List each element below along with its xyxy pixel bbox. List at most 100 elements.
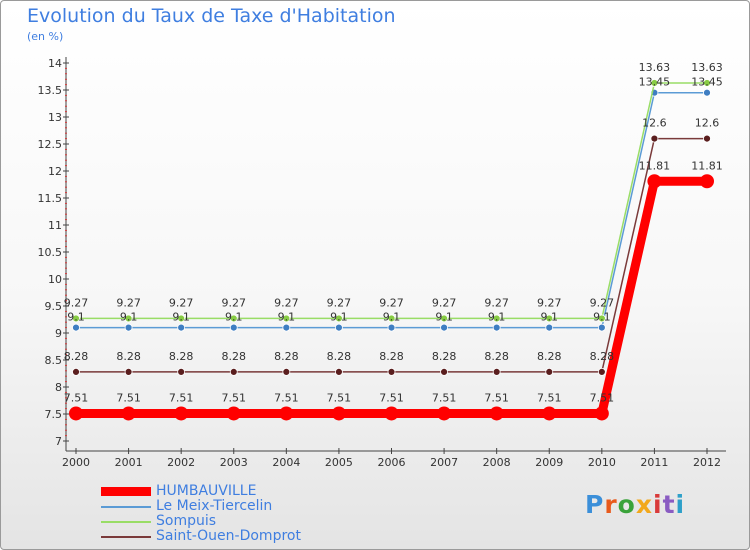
x-tick-label: 2000 <box>62 456 90 469</box>
data-point-saint-ouen-domprot <box>440 367 448 376</box>
data-label-le-meix-tiercelin: 9.1 <box>120 311 138 324</box>
data-point-sompuis <box>124 314 133 323</box>
data-point-le-meix-tiercelin <box>72 323 80 332</box>
data-label-sompuis: 9.27 <box>432 296 457 309</box>
brand-letter: i <box>675 490 686 519</box>
chart-title: Evolution du Taux de Taxe d'Habitation <box>27 5 396 27</box>
data-label-humbauville: 7.51 <box>169 391 194 404</box>
data-label-sompuis: 9.27 <box>379 296 404 309</box>
legend-label: Sompuis <box>156 513 217 529</box>
data-point-le-meix-tiercelin <box>440 323 448 332</box>
data-label-le-meix-tiercelin: 9.1 <box>383 311 401 324</box>
data-label-humbauville: 7.51 <box>64 391 89 404</box>
brand-letter: x <box>635 490 653 519</box>
data-label-sompuis: 13.63 <box>691 61 723 74</box>
data-point-sompuis <box>545 314 554 323</box>
legend-label: Saint-Ouen-Domprot <box>156 528 301 544</box>
brand-letter: r <box>604 490 618 519</box>
brand-letter: t <box>662 490 676 519</box>
chart-axes: 7 7.5 8 8.5 9 9.5 10 10.5 11 11.5 12 12.5 13 13.5 14 20… <box>38 57 726 469</box>
data-label-le-meix-tiercelin: 9.1 <box>593 311 611 324</box>
data-point-sompuis <box>492 314 501 323</box>
data-point-sompuis <box>440 314 448 323</box>
data-label-humbauville: 7.51 <box>484 391 509 404</box>
data-label-saint-ouen-domprot: 12.6 <box>642 117 667 130</box>
data-point-le-meix-tiercelin <box>335 323 343 332</box>
data-point-humbauville <box>437 406 452 421</box>
data-point-le-meix-tiercelin <box>229 323 238 332</box>
data-point-saint-ouen-domprot <box>335 367 343 376</box>
data-label-le-meix-tiercelin: 9.1 <box>225 311 243 324</box>
data-point-saint-ouen-domprot <box>703 134 711 143</box>
y-tick-label: 7 <box>55 435 62 448</box>
data-point-sompuis <box>282 314 291 323</box>
x-tick-label: 2005 <box>325 456 353 469</box>
data-point-sompuis <box>597 314 606 323</box>
data-label-saint-ouen-domprot: 8.28 <box>327 350 352 363</box>
data-point-humbauville <box>384 406 399 421</box>
data-label-le-meix-tiercelin: 13.45 <box>691 76 723 89</box>
data-label-humbauville: 11.81 <box>639 159 671 172</box>
y-tick-label: 13 <box>48 111 62 124</box>
y-tick-label: 11 <box>48 219 62 232</box>
data-point-saint-ouen-domprot <box>282 367 291 376</box>
y-tick-label: 14 <box>48 57 62 70</box>
y-tick-label: 8 <box>55 381 62 394</box>
y-tick-label: 12 <box>48 165 62 178</box>
data-point-humbauville <box>226 406 241 421</box>
data-point-le-meix-tiercelin <box>492 323 501 332</box>
data-point-le-meix-tiercelin <box>387 323 396 332</box>
data-label-saint-ouen-domprot: 8.28 <box>274 350 299 363</box>
x-tick-label: 2011 <box>640 456 668 469</box>
y-tick-label: 10.5 <box>38 246 63 259</box>
data-point-humbauville <box>331 406 346 421</box>
legend-swatch <box>101 536 151 538</box>
data-point-saint-ouen-domprot <box>597 367 606 376</box>
data-point-sompuis <box>229 314 238 323</box>
data-point-humbauville <box>174 406 189 421</box>
data-label-le-meix-tiercelin: 13.45 <box>639 76 671 89</box>
y-tick-label: 13.5 <box>38 84 63 97</box>
data-point-saint-ouen-domprot <box>545 367 554 376</box>
data-point-saint-ouen-domprot <box>387 367 396 376</box>
data-label-sompuis: 13.63 <box>639 61 671 74</box>
data-point-sompuis <box>335 314 343 323</box>
x-tick-label: 2010 <box>588 456 616 469</box>
data-point-humbauville <box>279 406 294 421</box>
data-label-le-meix-tiercelin: 9.1 <box>330 311 348 324</box>
data-point-humbauville <box>69 406 83 421</box>
x-tick-label: 2004 <box>272 456 300 469</box>
data-point-saint-ouen-domprot <box>492 367 501 376</box>
data-label-sompuis: 9.27 <box>590 296 615 309</box>
data-point-saint-ouen-domprot <box>229 367 238 376</box>
data-point-sompuis <box>177 314 186 323</box>
data-label-sompuis: 9.27 <box>169 296 194 309</box>
series-line-le-meix-tiercelin <box>76 91 707 329</box>
data-label-humbauville: 7.51 <box>379 391 404 404</box>
data-label-sompuis: 9.27 <box>537 296 562 309</box>
data-label-saint-ouen-domprot: 8.28 <box>537 350 562 363</box>
data-label-humbauville: 7.51 <box>590 391 615 404</box>
legend-swatch <box>101 521 151 523</box>
data-label-le-meix-tiercelin: 9.1 <box>278 311 296 324</box>
data-label-humbauville: 7.51 <box>432 391 457 404</box>
legend-label: Le Meix-Tiercelin <box>156 498 273 514</box>
data-label-humbauville: 7.51 <box>537 391 562 404</box>
data-label-humbauville: 7.51 <box>327 391 352 404</box>
data-point-humbauville <box>647 174 662 189</box>
data-point-saint-ouen-domprot <box>650 134 659 143</box>
data-point-le-meix-tiercelin <box>703 88 711 97</box>
data-point-humbauville <box>489 406 504 421</box>
data-label-saint-ouen-domprot: 8.28 <box>379 350 404 363</box>
data-point-le-meix-tiercelin <box>177 323 186 332</box>
data-label-saint-ouen-domprot: 8.28 <box>169 350 194 363</box>
x-tick-label: 2002 <box>167 456 195 469</box>
y-tick-label: 10 <box>48 273 62 286</box>
brand-letter: i <box>653 490 663 519</box>
data-label-saint-ouen-domprot: 8.28 <box>64 350 89 363</box>
data-label-sompuis: 9.27 <box>484 296 509 309</box>
data-label-sompuis: 9.27 <box>116 296 141 309</box>
data-label-le-meix-tiercelin: 9.1 <box>172 311 190 324</box>
